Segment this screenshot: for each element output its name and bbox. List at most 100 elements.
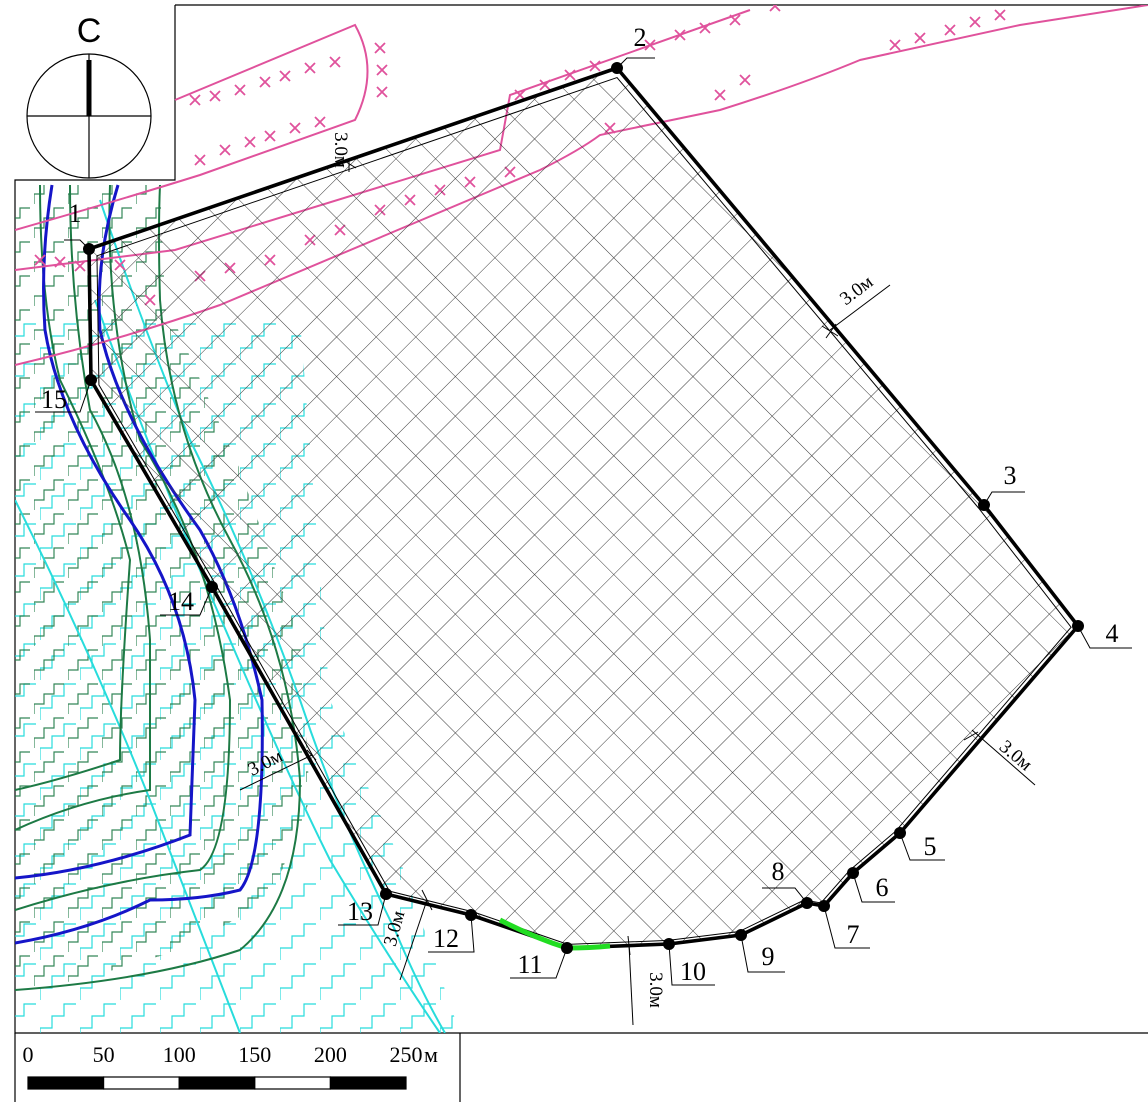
scale-unit: м bbox=[424, 1042, 438, 1067]
setback-dimension-2: 3.0м bbox=[821, 271, 891, 339]
pink-cross bbox=[234, 84, 246, 96]
scale-tick-label: 0 bbox=[23, 1042, 34, 1067]
boundary-point-13: 13 bbox=[338, 888, 392, 926]
pink-cross bbox=[564, 69, 576, 81]
point-leader bbox=[510, 947, 568, 979]
point-leader bbox=[35, 379, 92, 413]
pink-cross bbox=[74, 260, 86, 272]
scale-tick-label: 200 bbox=[314, 1042, 347, 1067]
land-parcel-inner-offset bbox=[96, 76, 1072, 945]
boundary-point-4: 4 bbox=[1072, 619, 1132, 649]
scale-tick-label: 50 bbox=[93, 1042, 115, 1067]
point-marker bbox=[83, 243, 95, 255]
point-marker bbox=[801, 897, 813, 909]
pink-cross bbox=[54, 256, 66, 268]
point-label: 7 bbox=[847, 920, 860, 949]
scale-bar-segment bbox=[102, 1076, 180, 1090]
point-label: 1 bbox=[69, 199, 82, 228]
north-letter: С bbox=[77, 12, 102, 50]
pink-cross bbox=[589, 60, 601, 72]
pink-cross bbox=[376, 64, 388, 76]
point-label: 8 bbox=[772, 857, 785, 886]
pink-cross bbox=[374, 42, 386, 54]
boundary-point-15: 15 bbox=[35, 374, 97, 414]
pink-cross bbox=[914, 32, 926, 44]
scale-bar-segment bbox=[329, 1076, 407, 1090]
point-marker bbox=[978, 499, 990, 511]
point-marker bbox=[465, 909, 477, 921]
pink-cross bbox=[539, 79, 551, 91]
point-marker bbox=[561, 942, 573, 954]
point-label: 2 bbox=[634, 23, 647, 52]
pink-cross bbox=[34, 254, 46, 266]
boundary-point-14: 14 bbox=[160, 581, 218, 616]
scale-bar-segment bbox=[27, 1076, 105, 1090]
point-leader bbox=[823, 905, 870, 949]
boundary-point-12: 12 bbox=[428, 909, 477, 953]
north-arrow: С bbox=[26, 12, 152, 179]
scale-bar-segment bbox=[254, 1076, 332, 1090]
setback-dimension-6: 3.0м bbox=[627, 935, 666, 1026]
north-needle bbox=[86, 60, 92, 116]
boundary-point-11: 11 bbox=[510, 942, 573, 979]
pink-cross bbox=[314, 116, 326, 128]
point-leader bbox=[852, 872, 895, 903]
pink-cross bbox=[769, 5, 781, 12]
point-label: 4 bbox=[1106, 619, 1119, 648]
setback-dimension-1: 3.0м bbox=[330, 132, 357, 172]
setback-label-6: 3.0м bbox=[645, 972, 666, 1008]
point-marker bbox=[380, 888, 392, 900]
scale-tick-label: 100 bbox=[163, 1042, 196, 1067]
point-label: 15 bbox=[41, 385, 67, 414]
pink-cross bbox=[644, 39, 656, 51]
pink-cross bbox=[209, 90, 221, 102]
pink-cross bbox=[729, 14, 741, 26]
pink-cross bbox=[969, 16, 981, 28]
point-marker bbox=[1072, 620, 1084, 632]
point-leader bbox=[428, 914, 475, 953]
point-marker bbox=[735, 929, 747, 941]
pink-cross bbox=[289, 122, 301, 134]
pink-cross bbox=[219, 144, 231, 156]
scale-bar: 0 50 100 150 200 250 м bbox=[23, 1042, 438, 1090]
pink-cross bbox=[739, 74, 751, 86]
point-marker bbox=[818, 900, 830, 912]
point-leader bbox=[740, 934, 785, 973]
point-leader bbox=[1077, 625, 1132, 649]
boundary-point-10: 10 bbox=[663, 938, 715, 986]
point-marker bbox=[847, 867, 859, 879]
point-leader bbox=[983, 491, 1025, 506]
point-label: 14 bbox=[168, 587, 194, 616]
point-leader bbox=[762, 887, 808, 904]
pink-cross bbox=[674, 29, 686, 41]
point-leader bbox=[899, 832, 945, 861]
scale-tick-label: 150 bbox=[238, 1042, 271, 1067]
scale-bar-segment bbox=[178, 1076, 256, 1090]
boundary-point-2: 2 bbox=[611, 23, 655, 74]
point-label: 9 bbox=[762, 942, 775, 971]
point-label: 6 bbox=[876, 873, 889, 902]
pink-cross bbox=[944, 24, 956, 36]
scale-bar-ticks: 0 50 100 150 200 250 bbox=[23, 1042, 423, 1090]
point-leader bbox=[668, 943, 715, 986]
boundary-point-8: 8 bbox=[762, 857, 813, 909]
setback-label-2: 3.0м bbox=[836, 271, 877, 309]
setback-label-1: 3.0м bbox=[330, 132, 351, 168]
pink-cross bbox=[714, 89, 726, 101]
point-label: 11 bbox=[517, 950, 542, 979]
pink-cross bbox=[194, 154, 206, 166]
pink-cross bbox=[279, 70, 291, 82]
setback-label-3: 3.0м bbox=[995, 736, 1036, 775]
pink-cross bbox=[699, 22, 711, 34]
point-leader bbox=[338, 893, 387, 926]
boundary-point-6: 6 bbox=[847, 867, 895, 903]
boundary-point-9: 9 bbox=[735, 929, 785, 973]
boundary-point-1: 1 bbox=[64, 199, 95, 255]
pink-cross bbox=[244, 136, 256, 148]
pink-cross bbox=[329, 56, 341, 68]
pink-cross bbox=[304, 62, 316, 74]
point-label: 3 bbox=[1004, 461, 1017, 490]
boundary-point-5: 5 bbox=[894, 827, 945, 861]
